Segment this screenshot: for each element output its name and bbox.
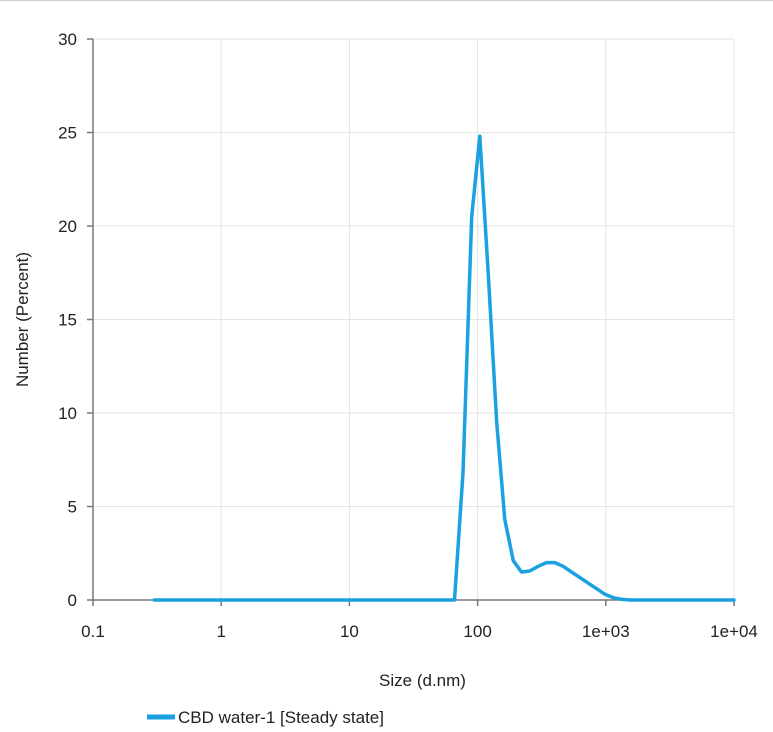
y-axis-title: Number (Percent) <box>13 252 32 387</box>
y-tick-label: 30 <box>58 30 77 49</box>
x-tick-label: 1e+04 <box>710 622 758 641</box>
y-tick-label: 25 <box>58 124 77 143</box>
x-tick-label: 0.1 <box>81 622 105 641</box>
y-tick-label: 10 <box>58 404 77 423</box>
series-layer <box>152 134 736 602</box>
x-tick-label: 1e+03 <box>582 622 630 641</box>
legend[interactable]: CBD water-1 [Steady state] <box>147 708 384 727</box>
y-axis-title-group: Number (Percent) <box>13 252 32 387</box>
series-line <box>152 134 736 602</box>
axes: 0 5 10 15 20 25 30 0.1 1 10 100 1e+03 1e+04 <box>58 30 758 641</box>
grid-lines <box>93 38 735 600</box>
legend-label: CBD water-1 [Steady state] <box>178 708 384 727</box>
y-tick-label: 20 <box>58 217 77 236</box>
x-tick-label: 100 <box>463 622 491 641</box>
y-tick-label: 15 <box>58 311 77 330</box>
y-tick-label: 5 <box>68 498 77 517</box>
x-tick-label: 1 <box>216 622 225 641</box>
x-tick-label: 10 <box>340 622 359 641</box>
y-tick-label: 0 <box>68 591 77 610</box>
x-axis-title: Size (d.nm) <box>379 671 466 690</box>
